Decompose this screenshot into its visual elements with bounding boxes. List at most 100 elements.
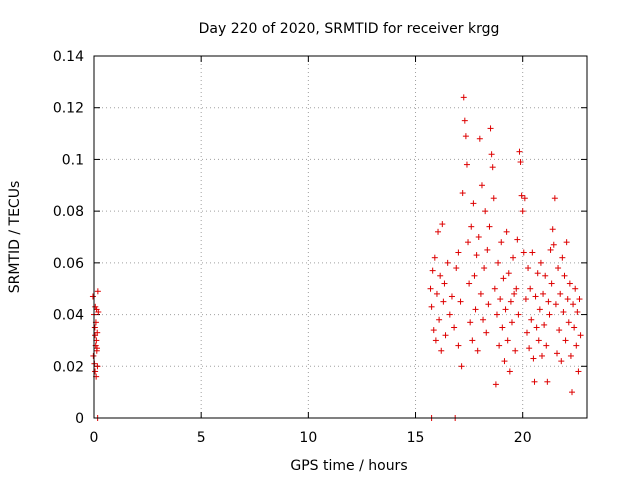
data-point bbox=[480, 316, 487, 323]
data-point bbox=[466, 280, 473, 287]
data-point bbox=[532, 293, 539, 300]
data-point bbox=[508, 319, 515, 326]
data-point bbox=[468, 223, 475, 230]
data-point bbox=[511, 290, 518, 297]
data-point bbox=[514, 236, 521, 243]
data-point bbox=[495, 259, 502, 266]
data-point bbox=[516, 148, 523, 155]
data-point bbox=[465, 239, 472, 246]
data-point bbox=[461, 117, 468, 124]
data-point bbox=[486, 223, 493, 230]
data-point bbox=[478, 182, 485, 189]
data-point bbox=[576, 296, 583, 303]
data-point bbox=[458, 363, 465, 370]
data-point bbox=[444, 259, 451, 266]
data-point bbox=[446, 311, 453, 318]
data-point bbox=[92, 303, 99, 310]
data-point bbox=[92, 332, 99, 339]
data-point bbox=[546, 311, 553, 318]
data-point bbox=[515, 311, 522, 318]
data-point bbox=[471, 272, 478, 279]
data-point bbox=[483, 329, 490, 336]
data-point bbox=[490, 195, 497, 202]
data-point bbox=[542, 272, 549, 279]
data-point bbox=[477, 290, 484, 297]
data-point bbox=[520, 249, 527, 256]
data-point bbox=[526, 345, 533, 352]
data-point bbox=[544, 378, 551, 385]
data-point bbox=[512, 347, 519, 354]
data-point bbox=[538, 352, 545, 359]
data-point bbox=[94, 363, 101, 370]
data-point bbox=[474, 347, 481, 354]
data-point bbox=[537, 259, 544, 266]
x-tick-label: 15 bbox=[407, 430, 425, 446]
data-point bbox=[488, 151, 495, 158]
data-point bbox=[440, 298, 447, 305]
data-point bbox=[442, 332, 449, 339]
data-point bbox=[94, 345, 101, 352]
data-point bbox=[89, 293, 96, 300]
data-point bbox=[504, 337, 511, 344]
data-point bbox=[441, 280, 448, 287]
data-point bbox=[462, 133, 469, 140]
data-point bbox=[92, 368, 99, 375]
data-point bbox=[560, 308, 567, 315]
data-point bbox=[536, 306, 543, 313]
data-point bbox=[510, 254, 517, 261]
data-point bbox=[429, 267, 436, 274]
data-point bbox=[436, 316, 443, 323]
data-point bbox=[567, 352, 574, 359]
data-point bbox=[555, 265, 562, 272]
data-point bbox=[455, 249, 462, 256]
data-point bbox=[568, 389, 575, 396]
data-point bbox=[527, 285, 534, 292]
x-tick-label: 0 bbox=[90, 430, 99, 446]
data-point bbox=[528, 316, 535, 323]
data-point bbox=[473, 252, 480, 259]
data-point bbox=[540, 290, 547, 297]
data-point bbox=[430, 327, 437, 334]
data-point bbox=[482, 208, 489, 215]
data-point bbox=[552, 301, 559, 308]
x-axis-label: GPS time / hours bbox=[290, 458, 407, 474]
grid-lines bbox=[94, 56, 587, 418]
data-point bbox=[496, 342, 503, 349]
x-tick-label: 20 bbox=[514, 430, 532, 446]
data-point bbox=[519, 208, 526, 215]
data-point bbox=[433, 290, 440, 297]
y-tick-label: 0.1 bbox=[62, 152, 84, 168]
y-tick-label: 0.06 bbox=[53, 256, 84, 272]
data-point bbox=[523, 329, 530, 336]
y-tick-label: 0.04 bbox=[53, 308, 84, 324]
data-point bbox=[484, 246, 491, 253]
y-tick-label: 0.02 bbox=[53, 359, 84, 375]
data-point bbox=[575, 368, 582, 375]
data-point bbox=[489, 164, 496, 171]
data-point bbox=[550, 241, 557, 248]
data-point bbox=[500, 275, 507, 282]
data-point bbox=[559, 254, 566, 261]
data-point bbox=[529, 249, 536, 256]
data-point bbox=[428, 303, 435, 310]
data-point bbox=[491, 285, 498, 292]
data-point bbox=[91, 324, 98, 331]
data-point bbox=[503, 228, 510, 235]
data-point bbox=[573, 342, 580, 349]
data-point bbox=[535, 337, 542, 344]
data-point bbox=[492, 381, 499, 388]
data-point bbox=[453, 265, 460, 272]
data-point bbox=[570, 301, 577, 308]
data-point bbox=[577, 332, 584, 339]
data-point bbox=[470, 200, 477, 207]
data-point bbox=[541, 321, 548, 328]
data-point bbox=[522, 296, 529, 303]
data-point bbox=[501, 358, 508, 365]
data-points bbox=[89, 94, 584, 421]
data-point bbox=[513, 285, 520, 292]
data-point bbox=[469, 337, 476, 344]
data-point bbox=[571, 324, 578, 331]
data-point bbox=[551, 195, 558, 202]
data-point bbox=[525, 265, 532, 272]
